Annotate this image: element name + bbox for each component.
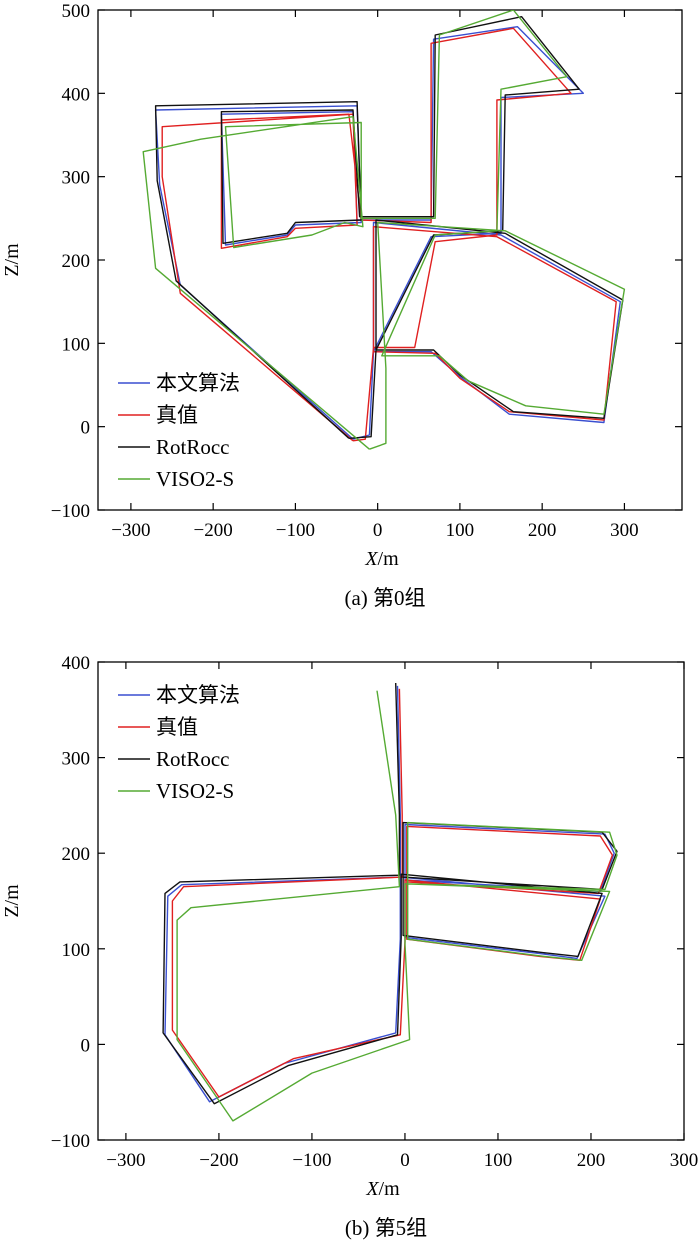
x-axis-label: X/m (364, 548, 399, 570)
x-tick-label: 300 (610, 520, 639, 541)
y-tick-label: 200 (62, 251, 91, 272)
x-tick-label: −100 (292, 1150, 331, 1171)
x-tick-label: −200 (199, 1150, 238, 1171)
legend-label: 本文算法 (156, 371, 240, 395)
y-tick-label: 100 (62, 334, 91, 355)
plot-frame (97, 661, 685, 1141)
y-tick-label: 500 (62, 1, 91, 22)
y-tick-label: 400 (62, 653, 91, 674)
series-line-2 (161, 27, 617, 442)
y-tick-label: 200 (62, 844, 91, 865)
legend-label: VISO2-S (156, 467, 234, 491)
x-tick-label: 0 (400, 1150, 410, 1171)
chart-panel-a: −300 −200 −100 0 100 200 300 −100 0 100 200 300 400 5… (1, 1, 683, 610)
y-tick-label: −100 (51, 1131, 90, 1152)
x-tick-label: 300 (670, 1150, 699, 1171)
figure-caption: (a) 第0组 (344, 586, 425, 610)
y-tick-label: −100 (51, 501, 90, 522)
series-line-1 (164, 685, 615, 1103)
x-tick-label: −200 (194, 520, 233, 541)
legend-label: RotRocc (156, 435, 230, 459)
chart-panel-b: −300 −200 −100 0 100 200 300 −100 0 100 200 300 400 X… (1, 653, 698, 1240)
x-tick-label: 200 (528, 520, 557, 541)
series-line-4 (176, 690, 618, 1122)
y-axis-label: Z/m (1, 243, 23, 277)
legend-label: 本文算法 (156, 683, 240, 707)
y-tick-label: 100 (62, 940, 91, 961)
y-axis-label: Z/m (1, 884, 23, 918)
y-tick-label: 0 (81, 418, 91, 439)
y-tick-label: 0 (81, 1035, 91, 1056)
x-tick-label: −100 (276, 520, 315, 541)
x-tick-label: 0 (373, 520, 383, 541)
legend-label: 真值 (156, 715, 198, 739)
legend-label: RotRocc (156, 747, 230, 771)
figure-caption: (b) 第5组 (345, 1216, 427, 1240)
legend-label: 真值 (156, 403, 198, 427)
legend-label: VISO2-S (156, 779, 234, 803)
y-tick-label: 400 (62, 84, 91, 105)
series-line-4 (142, 10, 626, 450)
x-tick-label: 100 (484, 1150, 513, 1171)
x-tick-label: 200 (577, 1150, 606, 1171)
x-tick-label: −300 (106, 1150, 145, 1171)
y-tick-label: 300 (62, 168, 91, 189)
x-tick-label: −300 (111, 520, 150, 541)
x-axis-label: X/m (365, 1178, 400, 1200)
series-line-3 (162, 682, 618, 1105)
y-tick-label: 300 (62, 749, 91, 770)
x-tick-label: 100 (446, 520, 475, 541)
